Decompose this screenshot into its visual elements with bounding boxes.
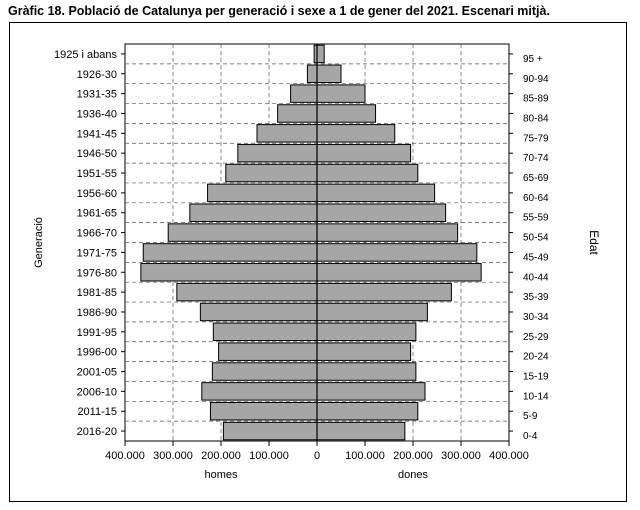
x-tick-label: 300.000 [441,450,481,462]
bar-dones [316,44,325,64]
age-label: 35-39 [523,292,549,303]
bar-homes [176,282,318,302]
x-tick-label: 300.000 [153,450,193,462]
bar-homes [212,322,318,342]
bar-homes [306,64,318,84]
generation-label: 1951-55 [77,168,117,180]
age-label: 70-74 [523,153,549,164]
age-label: 55-59 [523,213,549,224]
generation-label: 2016-20 [77,426,117,438]
chart-frame: 1925 i abans 95 + 1926-30 90-94 1931-35 85-89… [9,22,627,502]
bar-homes [167,223,318,242]
bar-homes [142,243,318,262]
age-label: 10-14 [523,391,549,402]
generation-label: 1996-00 [77,347,117,359]
generation-label: 1991-95 [77,327,117,339]
age-label: 75-79 [523,133,549,144]
generation-label: 1936-40 [77,108,117,120]
generation-label: 1946-50 [77,148,117,160]
age-label: 0-4 [523,431,538,442]
age-label: 15-19 [523,372,549,383]
bar-homes [207,183,318,203]
age-label: 5-9 [523,411,538,422]
bar-dones [316,124,396,143]
bar-dones [316,282,452,302]
generation-label: 1971-75 [77,247,117,259]
bar-dones [316,104,377,123]
bar-dones [316,64,342,84]
bar-dones [316,243,478,262]
generation-label: 2011-15 [77,406,117,418]
age-label: 85-89 [523,94,549,105]
x-tick-label: 400.000 [489,450,529,462]
x-tick-label: 0 [314,450,320,462]
age-label: 20-24 [523,352,549,363]
bar-dones [316,382,426,401]
generation-label: 1956-60 [77,188,117,200]
bar-dones [316,421,406,441]
generation-label: 1925 i abans [54,49,117,61]
generation-label: 1981-85 [77,287,117,299]
bar-dones [316,342,412,361]
bar-homes [218,342,318,361]
bar-homes [256,124,318,143]
x-tick-label: 400.000 [105,450,145,462]
bar-homes [209,401,318,421]
bar-homes [225,163,318,183]
bar-homes [290,84,318,103]
bar-dones [316,263,482,282]
age-label: 60-64 [523,193,549,204]
generation-label: 1926-30 [77,69,117,81]
age-label: 65-69 [523,173,549,184]
generation-label: 1931-35 [77,89,117,101]
chart-title: Gràfic 18. Població de Catalunya per gen… [8,4,550,18]
x-axis-label-homes: homes [204,469,238,481]
generation-label: 2001-05 [77,367,117,379]
bar-dones [316,362,417,381]
bar-dones [316,401,419,421]
age-label: 30-34 [523,312,549,323]
generation-label: 2006-10 [77,386,117,398]
bar-homes [140,263,318,282]
bar-homes [211,362,318,381]
age-label: 45-49 [523,252,549,263]
bar-homes [277,104,318,123]
bar-homes [222,421,318,441]
x-tick-label: 100.000 [345,450,385,462]
bar-dones [316,183,436,203]
age-label: 80-84 [523,113,549,124]
bar-homes [201,382,318,401]
x-axis-label-dones: dones [398,469,428,481]
x-tick-label: 200.000 [393,450,433,462]
generation-label: 1976-80 [77,267,117,279]
bar-dones [316,203,447,222]
bar-homes [199,302,318,322]
generation-label: 1966-70 [77,228,117,240]
age-label: 40-44 [523,272,549,283]
y-axis-label-generacio: Generació [33,217,45,268]
x-tick-label: 200.000 [201,450,241,462]
bar-dones [316,163,419,183]
bar-dones [316,84,366,103]
generation-label: 1961-65 [77,208,117,220]
generation-label: 1941-45 [77,128,117,140]
x-tick-label: 100.000 [249,450,289,462]
population-pyramid-chart: 1925 i abans 95 + 1926-30 90-94 1931-35 85-89… [33,43,601,481]
bar-homes [189,203,318,222]
bar-dones [316,143,412,163]
bar-dones [316,302,428,322]
age-label: 25-29 [523,332,549,343]
bar-homes [237,143,318,163]
y-axis-label-edat: Edat [587,230,601,255]
age-label: 95 + [523,54,543,65]
age-label: 90-94 [523,74,549,85]
generation-label: 1986-90 [77,307,117,319]
bar-dones [316,223,459,242]
bar-dones [316,322,417,342]
age-label: 50-54 [523,233,549,244]
